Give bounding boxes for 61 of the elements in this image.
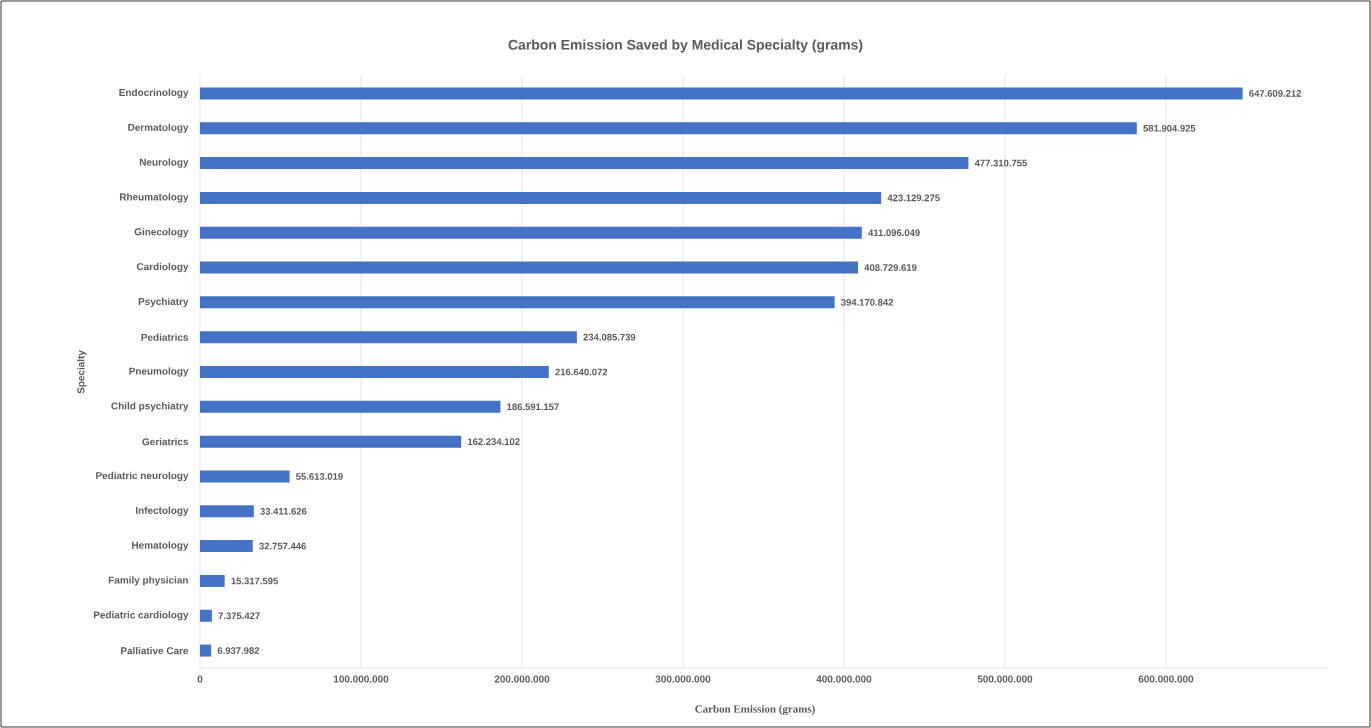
bar [200,574,225,587]
data-label: 234.085.739 [583,333,636,341]
bar [200,226,862,239]
data-label: 394.170.842 [841,298,894,306]
bar [200,609,212,622]
bar [200,122,1137,135]
bar [200,470,290,483]
y-tick-label: Ginecology [134,228,189,238]
data-label: 477.310.755 [974,159,1027,167]
bar [200,540,253,553]
x-tick-label: 500.000.000 [977,675,1033,683]
y-tick-label: Dermatology [128,123,189,133]
x-tick-label: 200.000.000 [494,675,550,683]
y-tick-label: Endocrinology [119,88,189,99]
bar [200,157,969,170]
y-tick-label: Geriatrics [142,437,189,446]
y-tick-label: Hematology [132,541,189,551]
data-label: 15.317.595 [231,577,278,585]
y-tick-label: Psychiatry [138,297,189,307]
x-axis-title: Carbon Emission (grams) [695,705,815,716]
data-label: 162.234.102 [467,438,520,446]
y-tick-label: Child psychiatry [111,402,189,412]
bar [200,435,462,448]
y-tick-label: Rheumatology [119,193,189,203]
x-tick-label: 100.000.000 [333,675,389,683]
chart-title: Carbon Emission Saved by Medical Specialty (grams) [508,39,863,53]
data-label: 6.937.982 [217,647,260,654]
x-tick-label: 300.000.000 [655,675,711,683]
bar [200,87,1243,100]
bar [200,191,882,204]
data-label: 33.411.626 [260,507,307,515]
bar [200,331,577,344]
bar [200,261,859,274]
x-tick-label: 600.000.000 [1138,675,1194,683]
data-label: 411.096.049 [868,229,920,237]
y-axis-title: Specialty [77,350,87,394]
bar [200,400,501,413]
data-label: 55.613.019 [296,473,343,480]
bar [200,644,212,657]
data-label: 581.904.925 [1143,124,1196,132]
bar [200,296,835,309]
x-tick-label: 400.000.000 [816,675,872,683]
y-tick-label: Family physician [108,576,188,586]
data-label: 186.591.157 [507,403,559,411]
data-label: 647.609.212 [1249,90,1302,97]
data-label: 7.375.427 [218,612,260,620]
y-tick-label: Pediatric neurology [96,471,189,482]
bar [200,505,254,518]
y-tick-label: Cardiology [136,262,189,273]
x-tick-label: 0 [197,675,203,683]
data-label: 408.729.619 [864,264,917,271]
data-label: 216.640.072 [555,368,608,376]
y-tick-label: Pneumology [129,367,189,377]
data-label: 32.757.446 [259,542,306,550]
y-tick-label: Pediatric cardiology [93,611,189,621]
bar [200,366,549,378]
y-tick-label: Pediatrics [141,333,189,341]
y-tick-label: Palliative Care [121,646,189,655]
data-label: 423.129.275 [887,194,940,202]
y-tick-label: Infectology [136,506,189,516]
y-tick-label: Neurology [139,158,189,168]
